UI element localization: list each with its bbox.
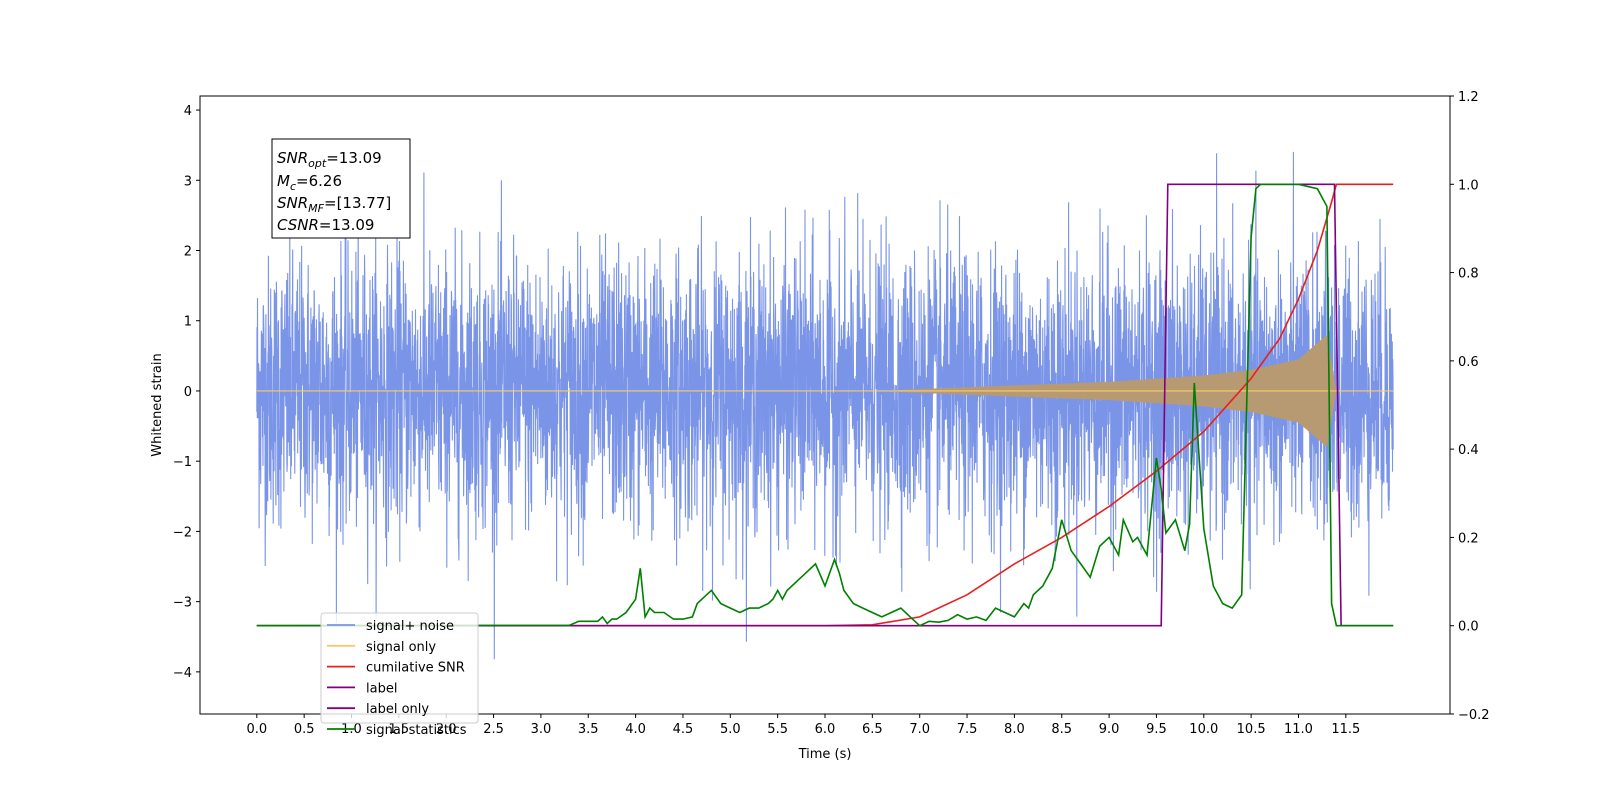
x-tick-label: 1.5: [389, 722, 410, 737]
x-tick-label: 10.5: [1237, 722, 1266, 737]
y-tick-label: 2: [184, 245, 192, 260]
x-tick-label: 9.0: [1099, 722, 1120, 737]
series-layer: [256, 151, 1394, 660]
x-tick-label: 5.5: [767, 722, 788, 737]
y-tick-label: −4: [173, 666, 192, 681]
x-axis-title: Time (s): [798, 747, 852, 762]
x-tick-label: 0.5: [294, 722, 315, 737]
x-tick-label: 3.5: [578, 722, 599, 737]
legend-label: signal+ noise: [366, 619, 454, 634]
x-tick-label: 10.0: [1189, 722, 1218, 737]
x-tick-label: 6.5: [862, 722, 883, 737]
x-tick-label: 4.5: [673, 722, 694, 737]
series-signal-noise: [256, 151, 1394, 660]
y-axis-title: Whitened strain: [150, 353, 165, 456]
y-tick-label: −1: [173, 455, 192, 470]
x-tick-label: 7.0: [909, 722, 930, 737]
legend-label: cumilative SNR: [366, 661, 465, 676]
legend-label: signal statistics: [366, 723, 467, 738]
series-cumilative-snr: [256, 183, 1394, 627]
x-tick-label: 9.5: [1146, 722, 1167, 737]
y-tick-label: 0: [184, 385, 192, 400]
stats-mc: Mc=6.26: [277, 172, 342, 193]
x-axis-ticks: 0.0 0.5 1.0 1.5 2.0 2.5 3.0 3.5 4.0 4.5 5.0 5.5 6.0 6…: [246, 714, 1360, 737]
legend-label: label: [366, 681, 397, 696]
series-signal-statistics: [256, 183, 1394, 627]
y-tick-label: 3: [184, 174, 192, 189]
stats-snr-opt: SNRopt=13.09: [277, 149, 382, 170]
y2-tick-label: 0.4: [1458, 443, 1479, 458]
y-tick-label: 1: [184, 315, 192, 330]
y-axis-ticks: 4 3 2 1 0 −1 −2 −3 −4: [173, 104, 200, 681]
x-tick-label: 11.0: [1284, 722, 1313, 737]
x-tick-label: 4.0: [625, 722, 646, 737]
y2-tick-label: 0.0: [1458, 620, 1479, 635]
y-tick-label: −2: [173, 525, 192, 540]
y2-axis-ticks: 1.2 1.0 0.8 0.6 0.4 0.2 0.0 −0.2: [1450, 90, 1490, 723]
y2-tick-label: 0.8: [1458, 267, 1479, 282]
legend-label: signal only: [366, 640, 436, 655]
stats-box-frame: [271, 138, 411, 239]
x-tick-label: 2.5: [483, 722, 504, 737]
x-tick-label: 2.0: [436, 722, 457, 737]
x-tick-label: 0.0: [246, 722, 267, 737]
legend-frame: [320, 612, 479, 724]
y2-tick-label: −0.2: [1458, 708, 1490, 723]
y2-tick-label: 1.2: [1458, 90, 1479, 105]
x-tick-label: 8.5: [1051, 722, 1072, 737]
legend: signal+ noise signal only cumilative SNR la…: [320, 612, 479, 738]
legend-label: label only: [366, 702, 429, 717]
x-tick-label: 7.5: [957, 722, 978, 737]
y-tick-label: −3: [173, 596, 192, 611]
y2-tick-label: 0.6: [1458, 355, 1479, 370]
x-tick-label: 8.0: [1004, 722, 1025, 737]
y2-tick-label: 1.0: [1458, 178, 1479, 193]
x-tick-label: 11.5: [1331, 722, 1360, 737]
y-tick-label: 4: [184, 104, 192, 119]
x-tick-label: 5.0: [720, 722, 741, 737]
stats-box: SNRopt=13.09 Mc=6.26 SNRMF=[13.77] CSNR=…: [271, 138, 411, 239]
stats-snr-mf: SNRMF=[13.77]: [277, 194, 391, 215]
x-tick-label: 3.0: [531, 722, 552, 737]
x-tick-label: 6.0: [815, 722, 836, 737]
y2-tick-label: 0.2: [1458, 531, 1479, 546]
stats-csnr: CSNR=13.09: [277, 216, 374, 234]
